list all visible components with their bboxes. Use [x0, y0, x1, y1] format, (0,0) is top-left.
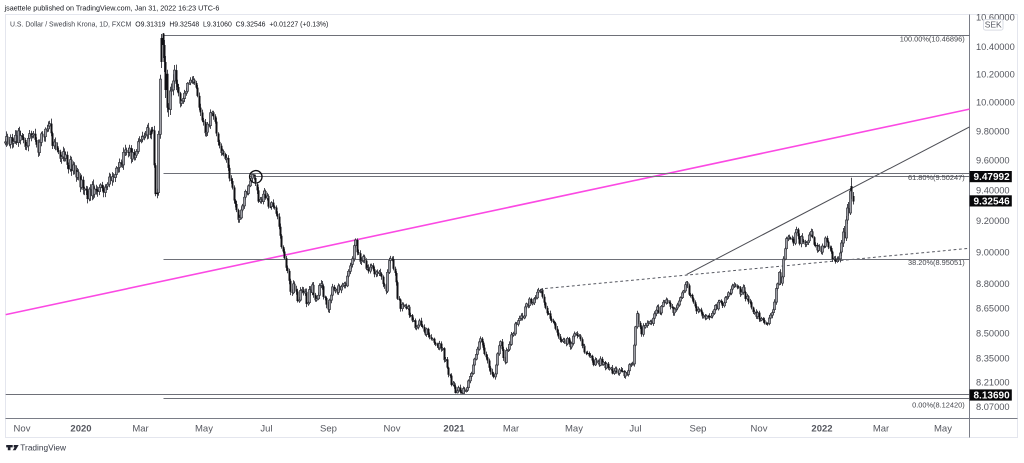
svg-text:10.00000: 10.00000: [976, 98, 1015, 108]
svg-text:8.80000: 8.80000: [976, 279, 1010, 289]
svg-text:Jul: Jul: [260, 424, 272, 435]
svg-text:Sep: Sep: [320, 424, 337, 435]
svg-text:Mar: Mar: [132, 424, 148, 435]
svg-text:8.13690: 8.13690: [974, 391, 1011, 402]
svg-text:Mar: Mar: [503, 424, 519, 435]
svg-text:0.00%(8.12420): 0.00%(8.12420): [912, 401, 965, 410]
svg-text:8.21000: 8.21000: [976, 378, 1010, 388]
svg-text:9.32546: 9.32546: [974, 197, 1011, 208]
svg-text:Nov: Nov: [384, 424, 401, 435]
svg-text:9.60000: 9.60000: [976, 156, 1010, 166]
svg-text:8.07000: 8.07000: [976, 402, 1010, 412]
svg-text:May: May: [565, 424, 583, 435]
svg-text:jsaettele published on Trading: jsaettele published on TradingView.com, …: [4, 4, 220, 13]
svg-text:9.47992: 9.47992: [974, 172, 1011, 183]
svg-text:Jul: Jul: [629, 424, 641, 435]
svg-text:Nov: Nov: [751, 424, 768, 435]
svg-text:61.80%(9.50247): 61.80%(9.50247): [908, 173, 965, 182]
svg-text:9.80000: 9.80000: [976, 126, 1010, 136]
svg-text:10.40000: 10.40000: [976, 42, 1015, 52]
svg-text:TradingView: TradingView: [20, 443, 67, 453]
svg-text:100.00%(10.46896): 100.00%(10.46896): [900, 34, 965, 43]
svg-text:9.20000: 9.20000: [976, 216, 1010, 226]
svg-text:9.40000: 9.40000: [976, 186, 1010, 196]
svg-text:9.00000: 9.00000: [976, 247, 1010, 257]
svg-text:Nov: Nov: [14, 424, 31, 435]
svg-text:May: May: [195, 424, 213, 435]
svg-text:Sep: Sep: [690, 424, 707, 435]
svg-text:2021: 2021: [443, 424, 465, 435]
svg-text:U.S. Dollar / Swedish Krona, 1: U.S. Dollar / Swedish Krona, 1D, FXCM O9…: [10, 22, 328, 29]
svg-text:8.35000: 8.35000: [976, 354, 1010, 364]
svg-text:Mar: Mar: [873, 424, 889, 435]
svg-text:8.65000: 8.65000: [976, 304, 1010, 314]
svg-text:38.20%(8.95051): 38.20%(8.95051): [908, 258, 965, 267]
svg-text:SEK: SEK: [985, 20, 1002, 30]
svg-text:10.20000: 10.20000: [976, 70, 1015, 80]
svg-text:10.60000: 10.60000: [976, 13, 1015, 23]
svg-text:2022: 2022: [811, 424, 832, 435]
svg-text:2020: 2020: [70, 424, 91, 435]
svg-text:May: May: [934, 424, 952, 435]
svg-text:8.50000: 8.50000: [976, 328, 1010, 338]
